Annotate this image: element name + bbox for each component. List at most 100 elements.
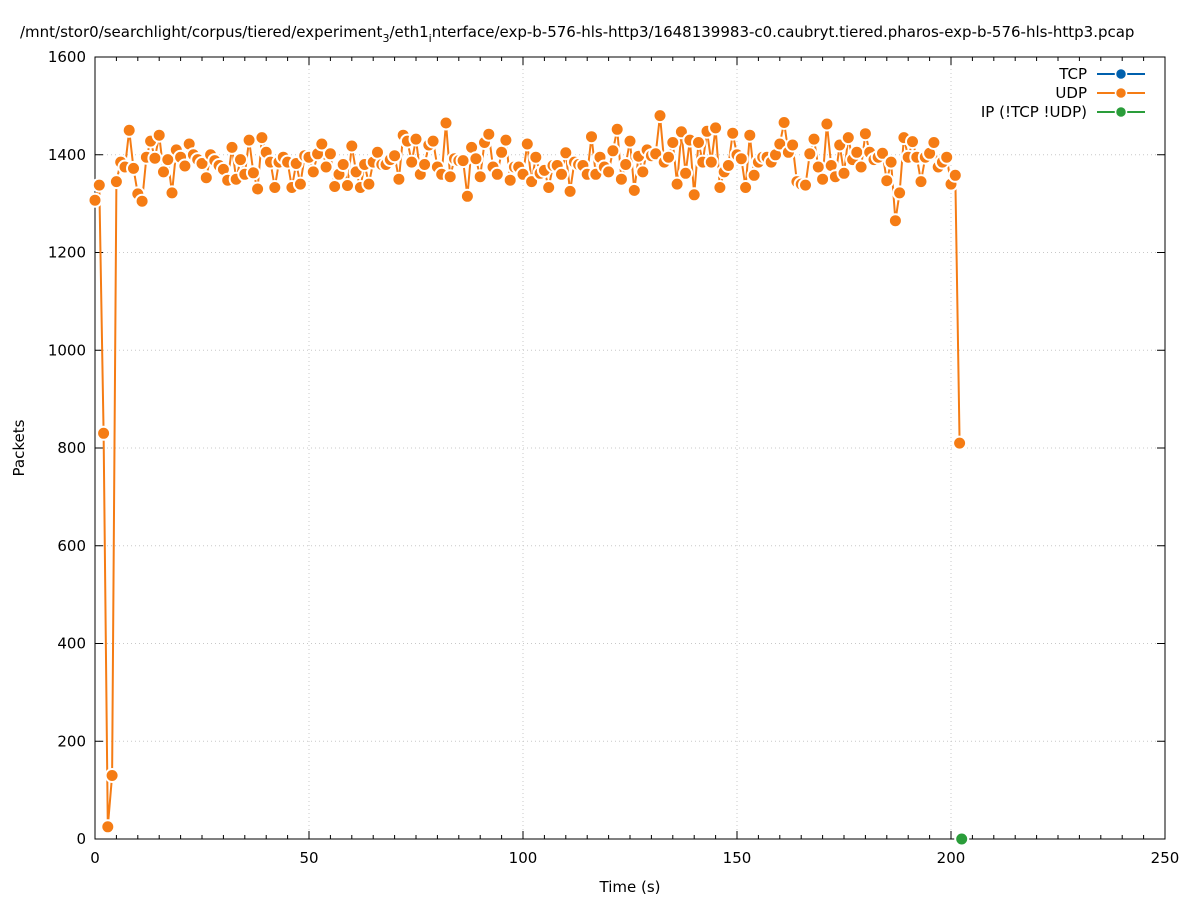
y-tick-label: 200 bbox=[57, 732, 86, 750]
data-point bbox=[100, 819, 116, 835]
data-point bbox=[558, 145, 574, 161]
series-2 bbox=[954, 831, 970, 847]
data-point bbox=[344, 138, 360, 154]
data-point bbox=[635, 164, 651, 180]
data-point bbox=[691, 135, 706, 150]
data-point bbox=[455, 153, 471, 169]
data-point bbox=[459, 188, 475, 204]
data-point bbox=[468, 151, 484, 167]
data-point bbox=[177, 158, 193, 174]
y-tick-label: 600 bbox=[57, 537, 86, 555]
x-tick-label: 150 bbox=[723, 849, 752, 867]
series-layer bbox=[87, 108, 970, 847]
y-tick-label: 1200 bbox=[48, 244, 86, 262]
y-tick-label: 400 bbox=[57, 635, 86, 653]
data-point bbox=[391, 171, 407, 187]
data-point bbox=[224, 139, 240, 155]
data-point bbox=[661, 149, 676, 165]
data-point bbox=[815, 171, 831, 187]
data-point bbox=[370, 144, 385, 160]
y-axis-label: Packets bbox=[10, 419, 28, 476]
data-point bbox=[472, 169, 488, 185]
data-point bbox=[305, 164, 321, 180]
data-point bbox=[528, 149, 544, 165]
data-point bbox=[952, 435, 968, 451]
data-point bbox=[198, 170, 214, 186]
data-point bbox=[96, 425, 112, 441]
data-point bbox=[954, 831, 970, 847]
data-point bbox=[438, 115, 454, 131]
legend-marker bbox=[1114, 105, 1128, 119]
data-point bbox=[652, 108, 668, 124]
data-point bbox=[742, 127, 758, 143]
data-point bbox=[387, 148, 403, 164]
y-tick-label: 1000 bbox=[48, 341, 86, 359]
data-point bbox=[840, 130, 856, 146]
x-tick-label: 50 bbox=[299, 849, 318, 867]
data-point bbox=[322, 146, 338, 162]
data-point bbox=[733, 151, 749, 167]
data-point bbox=[584, 129, 599, 145]
data-point bbox=[442, 169, 458, 185]
x-tick-label: 100 bbox=[509, 849, 538, 867]
data-point bbox=[502, 172, 518, 188]
data-point bbox=[738, 180, 754, 195]
data-point bbox=[913, 174, 929, 190]
data-point bbox=[91, 177, 107, 193]
data-point bbox=[481, 126, 497, 142]
y-tick-label: 1400 bbox=[48, 146, 86, 164]
data-point bbox=[425, 133, 441, 149]
data-point bbox=[489, 166, 505, 182]
data-point bbox=[678, 165, 694, 181]
x-axis-label: Time (s) bbox=[599, 878, 661, 896]
chart-title: /mnt/stor0/searchlight/corpus/tiered/exp… bbox=[20, 23, 1134, 45]
legend-marker bbox=[1114, 86, 1128, 100]
data-point bbox=[665, 135, 681, 150]
data-point bbox=[245, 165, 261, 181]
data-point bbox=[875, 145, 890, 161]
y-tick-label: 1600 bbox=[48, 48, 86, 66]
data-point bbox=[857, 126, 873, 142]
y-tick-label: 800 bbox=[57, 439, 86, 457]
data-point bbox=[776, 115, 792, 130]
data-point bbox=[947, 167, 963, 183]
legend-label: UDP bbox=[1055, 84, 1087, 102]
data-point bbox=[613, 171, 629, 187]
data-point bbox=[87, 192, 103, 208]
data-point bbox=[810, 159, 826, 175]
y-axis: 0 200 400 600 800 1000 1200 1400 1600 bbox=[48, 48, 1165, 848]
data-point bbox=[626, 182, 642, 198]
data-point bbox=[622, 133, 638, 149]
data-point bbox=[318, 159, 334, 175]
data-point bbox=[720, 158, 736, 173]
data-point bbox=[836, 165, 852, 181]
data-point bbox=[233, 152, 248, 168]
data-point bbox=[669, 176, 685, 192]
data-point bbox=[250, 181, 266, 197]
data-point bbox=[609, 121, 625, 137]
data-point bbox=[408, 131, 424, 147]
legend-label: IP (!TCP !UDP) bbox=[981, 103, 1087, 121]
data-point bbox=[712, 180, 728, 195]
data-point bbox=[417, 157, 433, 172]
series-line bbox=[94, 114, 961, 828]
x-axis: 0 50 100 150 200 250 bbox=[90, 57, 1179, 867]
data-point bbox=[404, 154, 420, 170]
data-point bbox=[151, 127, 167, 143]
data-point bbox=[156, 164, 171, 180]
data-point bbox=[126, 160, 141, 176]
data-point bbox=[254, 130, 270, 146]
data-point bbox=[134, 193, 150, 209]
data-point bbox=[108, 174, 124, 190]
data-point bbox=[905, 134, 920, 150]
data-point bbox=[605, 143, 621, 159]
data-point bbox=[554, 166, 569, 182]
data-point bbox=[519, 136, 535, 152]
y-tick-label: 0 bbox=[76, 830, 86, 848]
data-point bbox=[887, 213, 903, 229]
legend-label: TCP bbox=[1058, 65, 1087, 83]
data-point bbox=[494, 144, 510, 160]
data-point bbox=[292, 176, 308, 192]
